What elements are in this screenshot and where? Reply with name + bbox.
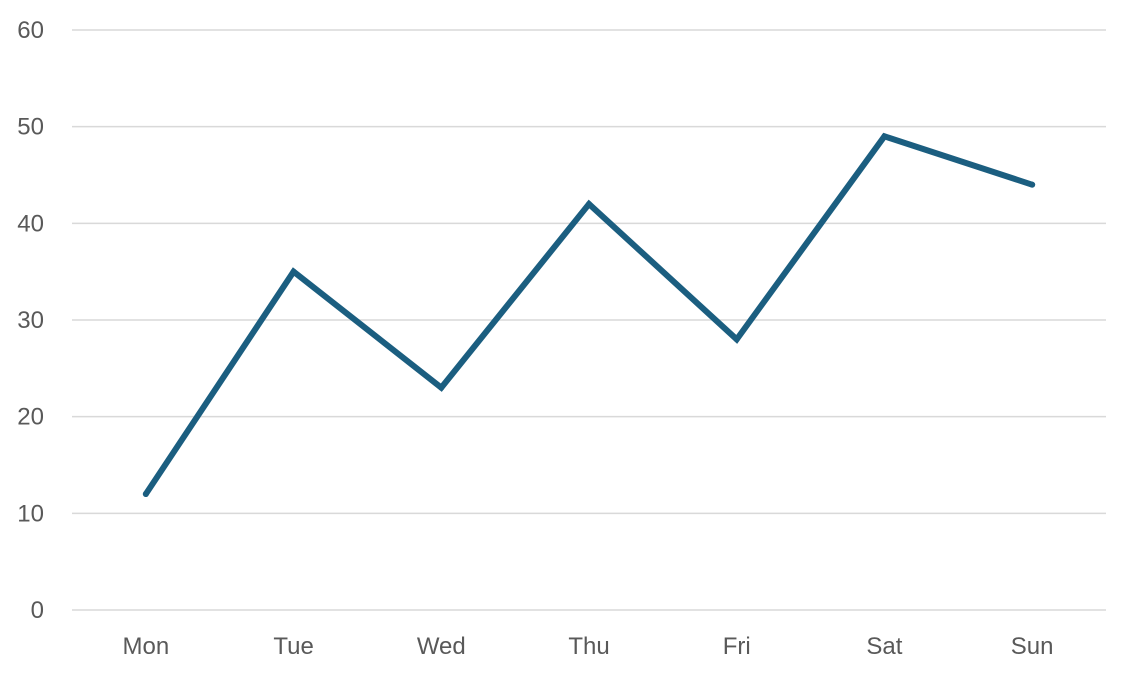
x-axis-tick-labels: Mon Tue Wed Thu Fri Sat Sun — [123, 633, 1054, 660]
x-tick-label: Fri — [723, 633, 751, 660]
x-tick-label: Sat — [866, 633, 902, 660]
y-tick-label: 30 — [17, 307, 44, 334]
y-tick-label: 60 — [17, 17, 44, 44]
x-tick-label: Sun — [1011, 633, 1054, 660]
data-point-sat — [881, 133, 888, 140]
data-point-sun — [1029, 181, 1036, 188]
y-axis-tick-labels: 0 10 20 30 40 50 60 — [17, 17, 44, 624]
data-point-fri — [733, 336, 740, 343]
x-tick-label: Mon — [123, 633, 170, 660]
y-tick-label: 20 — [17, 404, 44, 431]
y-tick-label: 0 — [31, 597, 44, 624]
gridlines — [72, 29, 1106, 611]
x-tick-label: Tue — [273, 633, 313, 660]
series-line-0 — [142, 132, 1036, 497]
y-tick-label: 10 — [17, 500, 44, 527]
x-tick-label: Thu — [568, 633, 609, 660]
series-layer — [142, 132, 1036, 497]
x-tick-label: Wed — [417, 633, 466, 660]
y-tick-label: 50 — [17, 114, 44, 141]
data-point-wed — [438, 384, 445, 391]
data-point-thu — [586, 201, 592, 207]
data-point-tue — [290, 268, 297, 275]
y-tick-label: 40 — [17, 210, 44, 237]
data-point-mon — [142, 491, 149, 497]
